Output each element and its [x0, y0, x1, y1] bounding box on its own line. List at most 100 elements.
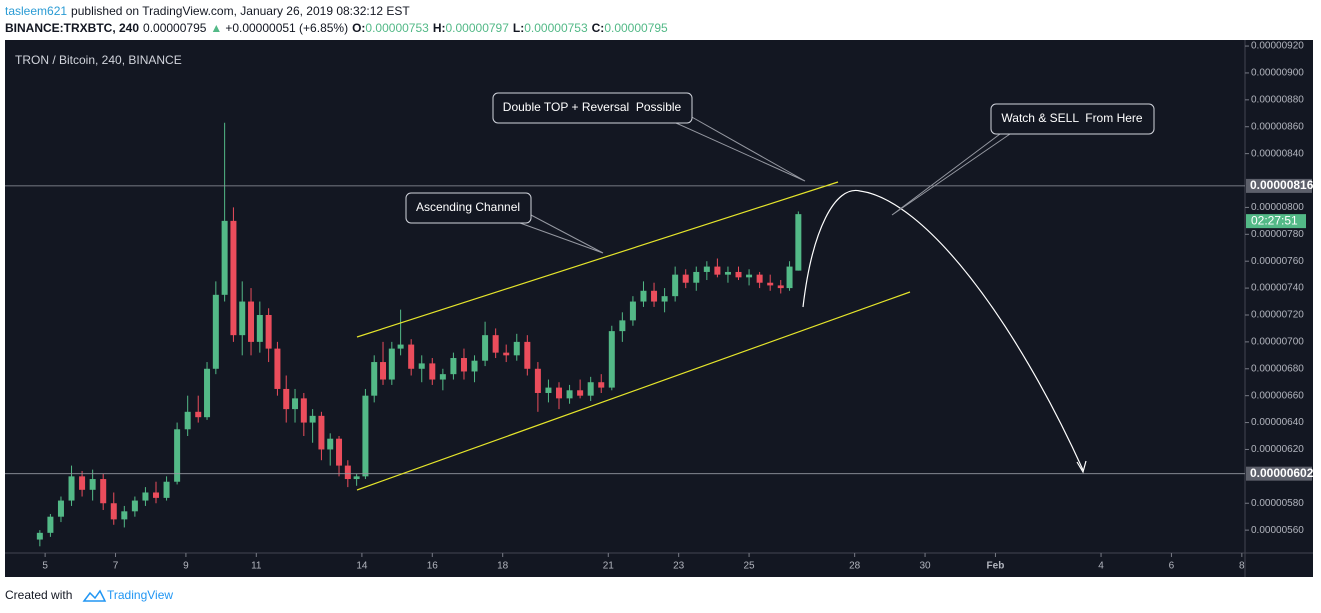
candle-body [598, 382, 605, 388]
candle-body [703, 266, 710, 272]
projection-curve [802, 189, 1084, 471]
candle-body [756, 274, 763, 283]
ohlc-value: 0.00000753 [524, 21, 588, 35]
candle-body [503, 352, 510, 356]
x-tick-label: 25 [744, 561, 756, 572]
candle-body [292, 398, 299, 410]
candle-body [57, 500, 64, 517]
chart-title: TRON / Bitcoin, 240, BINANCE [15, 53, 182, 67]
callout: Watch & SELL From Here [990, 103, 1155, 135]
candle-body [439, 374, 446, 380]
candle-body [142, 492, 149, 501]
plot: 0.00000560 0.00000580 0.00000620 0.00000640… [5, 41, 1314, 572]
candle-body [283, 388, 290, 410]
candle-body [735, 271, 742, 278]
candle-body [450, 358, 457, 375]
countdown: 02:27:51 [1251, 213, 1298, 227]
footer-brand[interactable]: TradingView [107, 588, 173, 602]
candle-body [682, 274, 689, 283]
x-tick-label: 18 [497, 561, 509, 572]
price-label: 0.00000602 [1250, 466, 1314, 480]
y-tick-label: 0.00000700 [1251, 337, 1304, 348]
candle-body [786, 266, 793, 289]
candle-body [651, 290, 658, 302]
callout: Double TOP + Reversal Possible [492, 92, 693, 124]
ohlc-value: 0.00000797 [446, 21, 510, 35]
candle-body [380, 362, 387, 380]
x-tick-label: 9 [183, 561, 189, 572]
candle-body [408, 344, 415, 369]
y-tick-label: 0.00000580 [1251, 498, 1304, 509]
candle-body [212, 294, 219, 369]
ohlc-label: O: [352, 21, 365, 35]
candle-body [163, 481, 170, 498]
candle-body [429, 363, 436, 380]
candle-body [36, 532, 43, 540]
ohlc-label: H: [433, 21, 446, 35]
x-tick-label: Feb [987, 561, 1005, 572]
candle-body [221, 220, 228, 295]
candle-body [174, 429, 181, 482]
candle-body [265, 314, 272, 349]
y-tick-label: 0.00000680 [1251, 363, 1304, 374]
candle-body [336, 438, 343, 466]
candle-body [318, 415, 325, 450]
y-tick-label: 0.00000640 [1251, 417, 1304, 428]
candle-body [693, 271, 700, 283]
candle-body [587, 382, 594, 396]
last-price: 0.00000795 [143, 21, 207, 35]
candle-body [714, 266, 721, 275]
candle-body [672, 274, 679, 297]
symbol: BINANCE:TRXBTC, 240 [5, 21, 139, 35]
candle-body [661, 296, 668, 302]
candle-body [482, 335, 489, 361]
y-tick-label: 0.00000720 [1251, 310, 1304, 321]
callout-text: Ascending Channel [416, 200, 520, 214]
candle-body [746, 274, 753, 278]
candle-body [566, 390, 573, 399]
candle-body [629, 301, 636, 321]
user[interactable]: tasleem621 [5, 4, 67, 18]
price-label: 0.00000816 [1250, 178, 1314, 192]
y-tick-label: 0.00000760 [1251, 256, 1304, 267]
y-tick-label: 0.00000660 [1251, 390, 1304, 401]
y-tick-label: 0.00000900 [1251, 68, 1304, 79]
channel-upper [356, 181, 839, 338]
callout-pointer [891, 133, 1011, 216]
candle-body [121, 511, 128, 520]
candle-body [640, 290, 647, 302]
arrow-head [1076, 460, 1087, 474]
y-tick-label: 0.00000740 [1251, 283, 1304, 294]
ohlc-label: C: [592, 21, 605, 35]
candle-body [460, 358, 467, 372]
candle-body [327, 438, 334, 450]
candle-body [577, 390, 584, 396]
y-tick-label: 0.00000860 [1251, 121, 1304, 132]
tv-logo [82, 589, 107, 602]
x-tick-label: 6 [1169, 561, 1175, 572]
y-tick-label: 0.00000880 [1251, 94, 1304, 105]
y-tick-label: 0.00000780 [1251, 229, 1304, 240]
candle-body [795, 214, 802, 271]
candle-body [100, 479, 107, 504]
candle-body [767, 282, 774, 286]
candle-body [545, 387, 552, 393]
x-tick-label: 14 [356, 561, 368, 572]
candle-body [110, 503, 117, 520]
candle-body [47, 516, 54, 533]
candle-body [619, 320, 626, 332]
up-arrow: ▲ [210, 21, 222, 35]
candle-body [418, 363, 425, 369]
change: +0.00000051 (+6.85%) [225, 21, 348, 35]
candle-body [309, 415, 316, 423]
callout-text: Watch & SELL From Here [1001, 111, 1142, 125]
candle-body [256, 314, 263, 342]
y-tick-label: 0.00000620 [1251, 444, 1304, 455]
ohlc-value: 0.00000753 [365, 21, 429, 35]
candle-body [362, 395, 369, 477]
candle-body [248, 301, 255, 342]
callout-text: Double TOP + Reversal Possible [503, 100, 682, 114]
candle-body [152, 492, 159, 498]
countdown-bg [1246, 214, 1306, 229]
candle-body [195, 411, 202, 418]
